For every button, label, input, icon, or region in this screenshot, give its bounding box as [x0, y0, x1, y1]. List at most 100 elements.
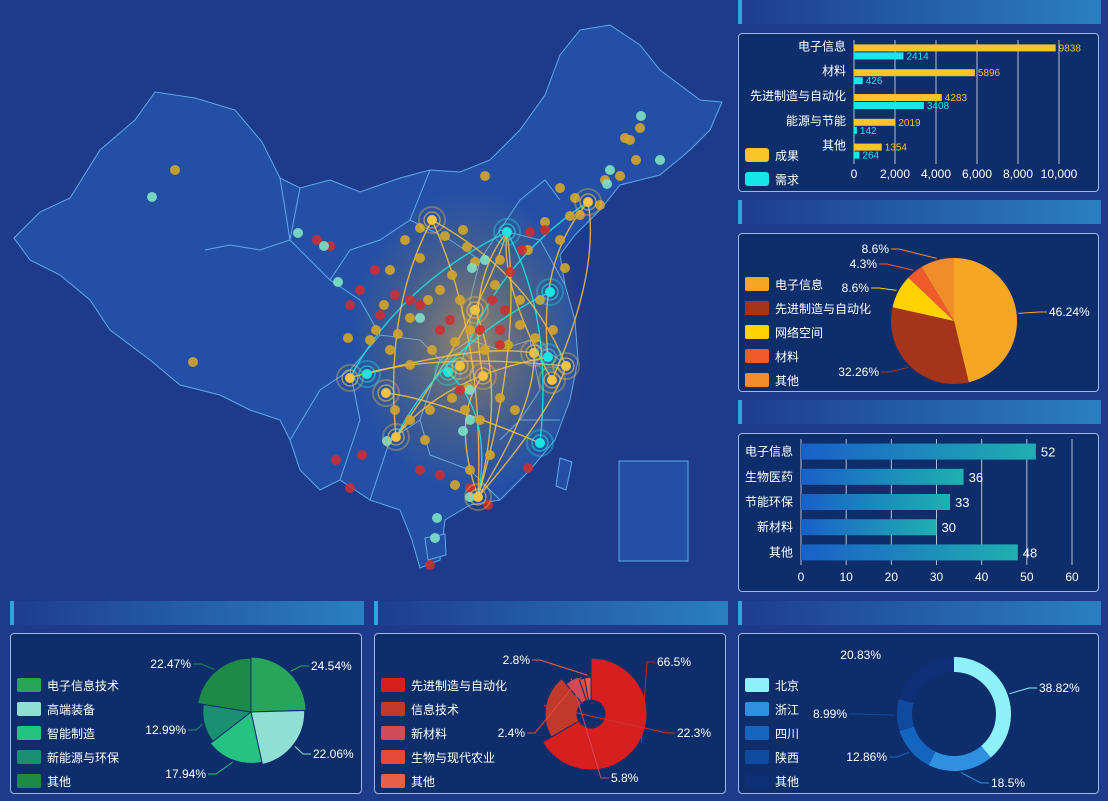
dot-red: [500, 305, 510, 315]
slice: [209, 711, 263, 764]
hub-ring: [387, 428, 405, 446]
dot-red: [415, 465, 425, 475]
dot-gold: [530, 333, 540, 343]
bar-value-label: 4283: [945, 93, 968, 104]
dot-mint: [605, 165, 615, 175]
flow-line: [385, 392, 541, 444]
dot-gold: [385, 345, 395, 355]
legend-swatch: [745, 373, 769, 387]
dot-gold: [379, 300, 389, 310]
flow-line: [464, 375, 484, 498]
bar: [801, 544, 1018, 561]
dot-red: [445, 315, 455, 325]
chart-pie-tech-fields[interactable]: 电子信息先进制造与自动化网络空间材料其他46.24%32.26%8.6%4.3%…: [739, 234, 1098, 391]
dot-gold: [565, 211, 575, 221]
x-tick-label: 20: [885, 570, 899, 584]
dot-red: [517, 245, 527, 255]
label-leader: [532, 659, 588, 676]
hub-ring: [466, 301, 484, 319]
dot-red: [540, 225, 550, 235]
dot-red: [345, 300, 355, 310]
flow-line: [477, 352, 535, 498]
category-label: 节能环保: [745, 495, 793, 509]
label-leader: [193, 663, 215, 670]
hub-marker: [427, 215, 437, 225]
panel-rose-1: 电子信息技术 高端装备 智能制造 新能源与环保 其他 24.54% 22.06% 17.94%…: [10, 633, 362, 794]
legend-swatch: [745, 774, 769, 788]
bar-demand: [854, 77, 863, 85]
china-map[interactable]: [0, 0, 730, 600]
flow-line: [431, 219, 567, 367]
bar-value-label: 48: [1023, 545, 1037, 560]
legend-label: 浙江: [775, 703, 799, 717]
slice-value-label: 38.82%: [1039, 681, 1080, 695]
dot-red: [487, 295, 497, 305]
dot-gold: [575, 210, 585, 220]
bar-value-label: 33: [955, 495, 969, 510]
dot-gold: [385, 265, 395, 275]
dot-gold: [480, 171, 490, 181]
label-leader: [570, 677, 609, 779]
slice: [954, 657, 1011, 758]
dot-gold: [415, 223, 425, 233]
category-label: 能源与节能: [786, 114, 846, 128]
dot-gold: [405, 313, 415, 323]
hub-ring: [493, 218, 521, 246]
legend-label: 其他: [411, 775, 435, 789]
flow-line: [366, 350, 535, 375]
legend-label: 高端装备: [47, 702, 95, 717]
dot-red: [425, 560, 435, 570]
dot-red: [475, 325, 485, 335]
dot-gold: [188, 357, 198, 367]
bar-achievement: [854, 118, 896, 126]
hub-ring: [469, 488, 487, 506]
slice: [197, 657, 252, 713]
legend-swatch: [745, 349, 769, 363]
chart-field-counts[interactable]: 0 10 20 30 40 50 60 电子信息 52 生物医药 36 节能环保 33 新材料 30 其他 48: [739, 434, 1098, 591]
x-tick-label: 10: [839, 570, 853, 584]
chart-achievement-demand[interactable]: 0 2,000 4,000 6,000 8,000 10,000 电子信息 9838 2414 材…: [739, 34, 1098, 191]
hub-marker: [362, 369, 372, 379]
dot-gold: [455, 295, 465, 305]
category-label: 其他: [769, 545, 793, 559]
slice-value-label: 66.5%: [657, 655, 691, 669]
slice-value-label: 2.4%: [498, 726, 526, 740]
hub-marker: [583, 197, 593, 207]
legend-label: 生物与现代农业: [411, 751, 495, 765]
legend-swatch: [381, 750, 405, 764]
hub-ring: [474, 367, 492, 385]
slice-value-label: 24.54%: [311, 659, 352, 673]
dot-gold: [365, 335, 375, 345]
slice-value-label: 17.94%: [165, 767, 206, 781]
hub-marker: [535, 438, 545, 448]
panel-achievement-demand: 0 2,000 4,000 6,000 8,000 10,000 电子信息 9838 2414 材…: [738, 33, 1099, 192]
slice-value-label: 46.24%: [1049, 305, 1090, 319]
hub-ring: [552, 352, 580, 380]
bar-value-label: 52: [1041, 445, 1055, 460]
label-leader: [849, 713, 896, 716]
hub-ring: [418, 206, 446, 234]
dot-gold: [465, 465, 475, 475]
label-leader: [640, 661, 655, 743]
legend-swatch: [17, 750, 41, 764]
dot-red: [390, 290, 400, 300]
hub-ring: [526, 429, 554, 457]
legend-label: 电子信息技术: [47, 678, 119, 693]
dot-gold: [462, 242, 472, 252]
dot-gold: [427, 345, 437, 355]
x-tick-label: 6,000: [962, 167, 992, 181]
hub-ring: [538, 366, 566, 394]
x-tick-label: 2,000: [880, 167, 910, 181]
legend-label: 成果: [775, 149, 799, 163]
dot-red: [345, 483, 355, 493]
dot-red: [355, 285, 365, 295]
dot-red: [375, 310, 385, 320]
panel-donut-regions: 北京 浙江 四川 陕西 其他 38.82% 18.5% 12.86% 8.99% 20.83%: [738, 633, 1099, 794]
dot-gold: [475, 415, 485, 425]
label-leader: [881, 366, 909, 373]
legend-swatch: [745, 172, 769, 186]
legend-label: 材料: [775, 350, 799, 364]
